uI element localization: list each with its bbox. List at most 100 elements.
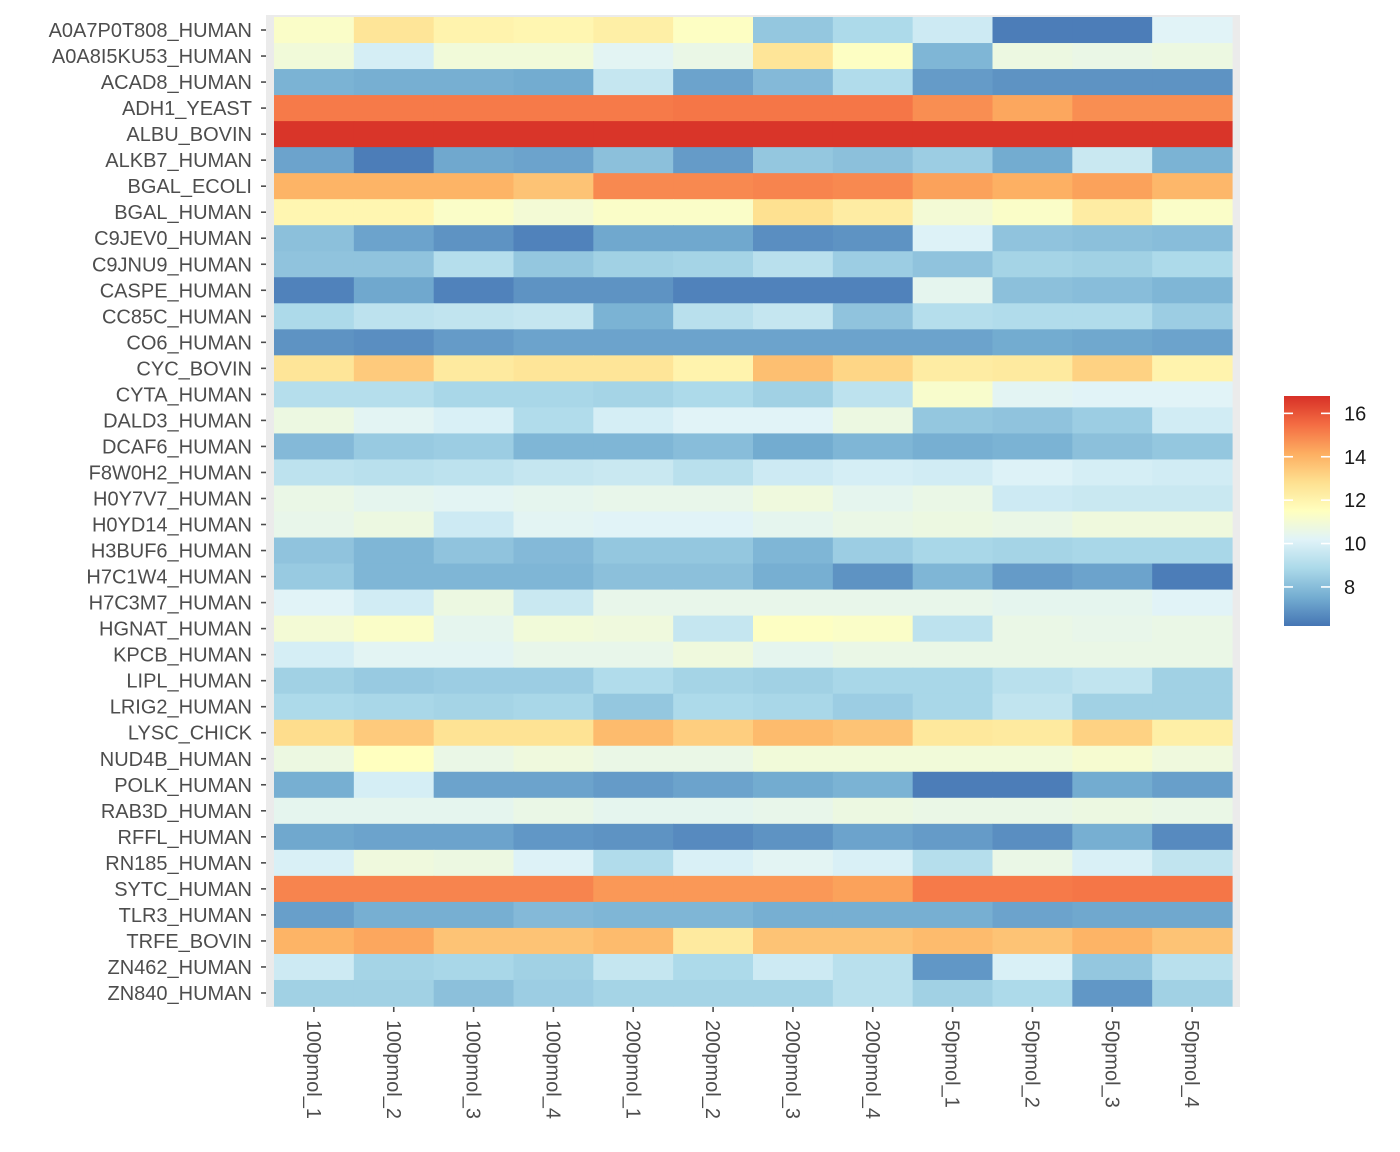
heatmap-cell (353, 667, 435, 695)
y-tick-label: LIPL_HUMAN (126, 671, 252, 693)
heatmap-cell (513, 199, 594, 226)
heatmap-cell (593, 199, 674, 226)
y-tick-label: RAB3D_HUMAN (101, 801, 252, 823)
heatmap-cell (753, 641, 834, 669)
heatmap-cell (673, 537, 754, 565)
heatmap-cell (353, 355, 435, 382)
heatmap-cell (513, 771, 594, 799)
heatmap-cell (912, 277, 994, 304)
heatmap-cell (593, 69, 674, 96)
heatmap-cell (673, 459, 754, 487)
heatmap-cell (673, 355, 754, 382)
heatmap-cell (832, 745, 914, 773)
heatmap-cell (1072, 615, 1153, 643)
heatmap-cell (1072, 797, 1153, 825)
heatmap-cell (593, 875, 674, 903)
heatmap-cell (673, 147, 754, 174)
heatmap-cell (593, 459, 674, 487)
heatmap-cell (912, 927, 994, 955)
heatmap-cell (433, 849, 515, 877)
heatmap-cell (593, 901, 674, 929)
heatmap-cell (673, 901, 754, 929)
heatmap-cell (353, 433, 435, 461)
heatmap-cell (992, 173, 1073, 200)
heatmap-cell (1072, 901, 1153, 929)
heatmap-cell (1072, 537, 1153, 565)
heatmap-cell (912, 849, 994, 877)
heatmap-cell (433, 69, 515, 96)
heatmap-cell (1152, 901, 1233, 929)
heatmap-cell (753, 147, 834, 174)
heatmap-cell (1072, 277, 1153, 304)
heatmap-cell (353, 641, 435, 669)
heatmap-cell (832, 199, 914, 226)
heatmap-cell (992, 667, 1073, 695)
heatmap-cell (673, 849, 754, 877)
heatmap-cell (832, 537, 914, 565)
heatmap-cell (1152, 719, 1233, 747)
heatmap-cell (1072, 849, 1153, 877)
heatmap-cell (513, 69, 594, 96)
y-tick-label: ACAD8_HUMAN (101, 72, 252, 94)
heatmap-cell (433, 121, 515, 148)
heatmap-cell (832, 277, 914, 304)
heatmap-cell (1072, 641, 1153, 669)
heatmap-cell (433, 771, 515, 799)
heatmap-cell (513, 121, 594, 148)
legend-tick-label: 14 (1344, 447, 1366, 469)
heatmap-cell (1072, 433, 1153, 461)
heatmap-cell (753, 95, 834, 122)
heatmap-cell (513, 173, 594, 200)
x-tick-label: 100pmol_4 (541, 1020, 563, 1119)
heatmap-cell (992, 901, 1073, 929)
heatmap-cell (1152, 121, 1233, 148)
heatmap-cell (513, 667, 594, 695)
heatmap-cell (353, 875, 435, 903)
heatmap-cell (912, 69, 994, 96)
heatmap-cell (593, 745, 674, 773)
heatmap-cell (1072, 173, 1153, 200)
heatmap-cell (832, 69, 914, 96)
heatmap-cell (433, 277, 515, 304)
heatmap-cell (673, 797, 754, 825)
heatmap-cell (274, 511, 355, 539)
heatmap-cell (992, 277, 1073, 304)
heatmap-cell (1152, 823, 1233, 851)
heatmap-cell (513, 433, 594, 461)
color-legend: 8 10 12 14 16 (1284, 396, 1366, 626)
heatmap-cell (353, 823, 435, 851)
y-tick-label: POLK_HUMAN (114, 775, 252, 797)
heatmap-cell (433, 199, 515, 226)
heatmap-cell (912, 459, 994, 487)
y-tick-label: F8W0H2_HUMAN (89, 462, 252, 484)
heatmap-cell (673, 485, 754, 513)
heatmap-cell (513, 225, 594, 252)
heatmap-cell (673, 589, 754, 617)
heatmap-cell (593, 303, 674, 330)
heatmap-cell (832, 511, 914, 539)
heatmap-cell (673, 121, 754, 148)
heatmap-cell (1072, 251, 1153, 278)
heatmap-cell (753, 563, 834, 591)
heatmap-cell (593, 407, 674, 435)
heatmap-cell (433, 433, 515, 461)
heatmap-cell (353, 251, 435, 278)
heatmap-cell (832, 953, 914, 981)
heatmap-cell (513, 277, 594, 304)
x-tick-label: 50pmol_1 (941, 1020, 963, 1108)
heatmap-cell (992, 95, 1073, 122)
heatmap-cell (992, 381, 1073, 408)
heatmap-cell (673, 225, 754, 252)
heatmap-cell (593, 667, 674, 695)
heatmap-cell (753, 771, 834, 799)
heatmap-cell (1072, 745, 1153, 773)
heatmap-cell (912, 875, 994, 903)
heatmap-cell (1152, 511, 1233, 539)
heatmap-cell (353, 901, 435, 929)
heatmap-cell (274, 979, 355, 1007)
y-tick-label: H7C1W4_HUMAN (86, 567, 252, 589)
x-tick-label: 200pmol_3 (781, 1020, 803, 1119)
heatmap-cell (353, 381, 435, 408)
heatmap-cell (832, 225, 914, 252)
heatmap-cell (832, 173, 914, 200)
